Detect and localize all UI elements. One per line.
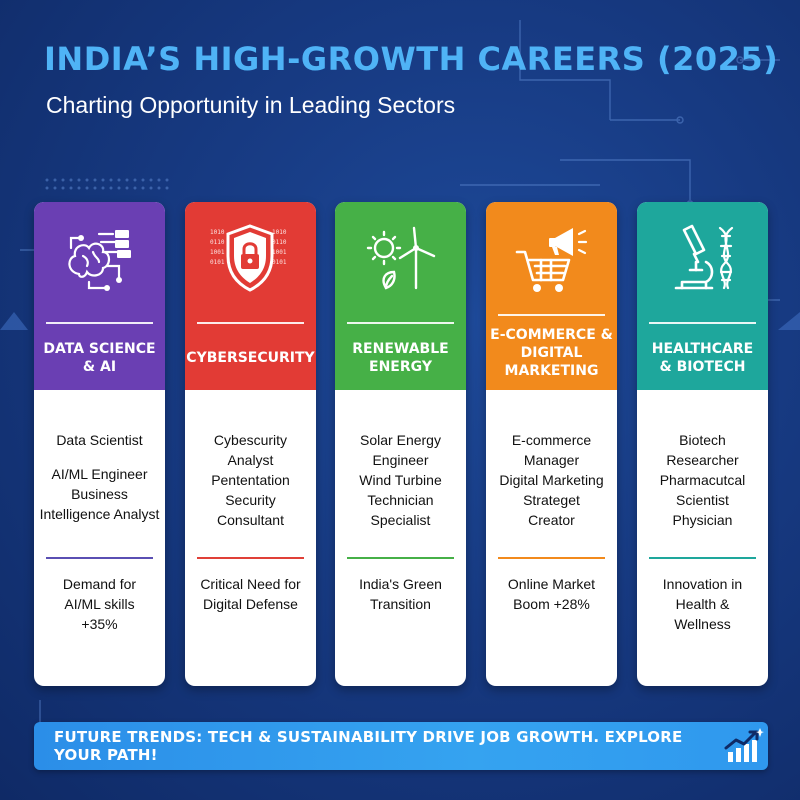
role-item: Researcher [666,452,739,468]
page-title: INDIA’S HIGH-GROWTH CAREERS (2025) [44,40,779,78]
role-item: Cybescurity [213,432,288,448]
role-item: Data Scientist [56,432,143,448]
sun-wind-turbine-icon [366,226,436,290]
card-data-science: DATA SCIENCE & AI Data Scientist AI/ML E… [34,202,165,686]
svg-text:1001: 1001 [210,249,225,256]
role-item: Pharmacutcal [659,472,746,488]
card-header-rule [347,322,454,324]
role-item: Creator [528,512,575,528]
card-ecommerce: E-COMMERCE & DIGITAL MARKETING E-commerc… [486,202,617,686]
role-item: Digital Marketing [499,472,604,488]
role-item: Physician [672,512,733,528]
card-stat: India's Green Transition [359,576,442,612]
svg-text:0101: 0101 [210,259,225,266]
role-list: E-commerce Manager Digital Marketing Str… [490,430,613,530]
role-item: Biotech [679,432,726,448]
card-divider [197,557,304,559]
role-list: Data Scientist AI/ML Engineer Business I… [38,430,161,524]
role-list: Cybescurity Analyst Pententation Securit… [189,430,312,530]
card-stat: Online Market Boom +28% [507,576,596,612]
role-item: Specialist [370,512,431,528]
card-stat: Innovation in Health & Wellness [662,576,743,632]
svg-text:0110: 0110 [272,239,287,246]
page-subtitle: Charting Opportunity in Leading Sectors [46,92,456,118]
card-heading: RENEWABLE ENERGY [352,340,449,375]
card-heading: HEALTHCARE & BIOTECH [651,340,754,375]
svg-text:1010: 1010 [272,229,287,236]
card-renewable-energy: RENEWABLE ENERGY Solar Energy Engineer W… [335,202,466,686]
card-header-panel: DATA SCIENCE & AI [34,202,165,390]
role-item: Solar Energy [360,432,441,448]
shopping-cart-megaphone-icon [515,228,588,292]
role-item: Wind Turbine [359,472,442,488]
card-heading: DATA SCIENCE & AI [43,340,156,375]
role-item: Business [71,486,128,502]
card-header-rule [649,322,756,324]
svg-text:0110: 0110 [210,239,225,246]
svg-text:0101: 0101 [272,259,287,266]
role-item: Strateget [523,492,580,508]
role-item: AI/ML Engineer [51,466,148,482]
card-cybersecurity: 1010 0110 1001 0101 1010 0110 1001 0101 CYBERS… [185,202,316,686]
brain-circuit-icon [68,230,131,291]
role-item: Technician [367,492,434,508]
microscope-dna-icon [674,224,734,290]
role-item: Security [225,492,276,508]
trend-chart-icon [724,728,764,762]
card-divider [649,557,756,559]
card-divider [498,557,605,559]
banner-text: FUTURE TRENDS: TECH & SUSTAINABILITY DRI… [54,728,683,764]
card-header-rule [46,322,153,324]
role-list: Solar Energy Engineer Wind Turbine Techn… [339,430,462,530]
role-item: Manager [523,452,580,468]
card-header-panel: 1010 0110 1001 0101 1010 0110 1001 0101 CYBERS… [185,202,316,390]
role-item: Pententation [211,472,290,488]
card-heading: CYBERSECURITY [186,349,315,366]
card-stat: Demand for AI/ML skills +35% [62,576,137,632]
role-item: Scientist [676,492,729,508]
role-item: Analyst [227,452,274,468]
role-list: Biotech Researcher Pharmacutcal Scientis… [641,430,764,530]
future-trends-banner: FUTURE TRENDS: TECH & SUSTAINABILITY DRI… [34,722,768,770]
shield-lock-icon: 1010 0110 1001 0101 1010 0110 1001 0101 [210,224,287,292]
card-healthcare: HEALTHCARE & BIOTECH Biotech Researcher … [637,202,768,686]
card-header-panel: RENEWABLE ENERGY [335,202,466,390]
card-header-rule [498,314,605,316]
svg-text:1001: 1001 [272,249,287,256]
card-header-panel: E-COMMERCE & DIGITAL MARKETING [486,202,617,390]
card-heading: E-COMMERCE & DIGITAL MARKETING [490,326,613,380]
card-divider [347,557,454,559]
card-divider [46,557,153,559]
card-stat: Critical Need for Digital Defense [200,576,301,612]
card-header-rule [197,322,304,324]
role-item: Consultant [217,512,284,528]
svg-text:1010: 1010 [210,229,225,236]
role-item: Engineer [372,452,429,468]
role-item: E-commerce [511,432,592,448]
role-item: Intelligence Analyst [39,506,160,522]
card-header-panel: HEALTHCARE & BIOTECH [637,202,768,390]
